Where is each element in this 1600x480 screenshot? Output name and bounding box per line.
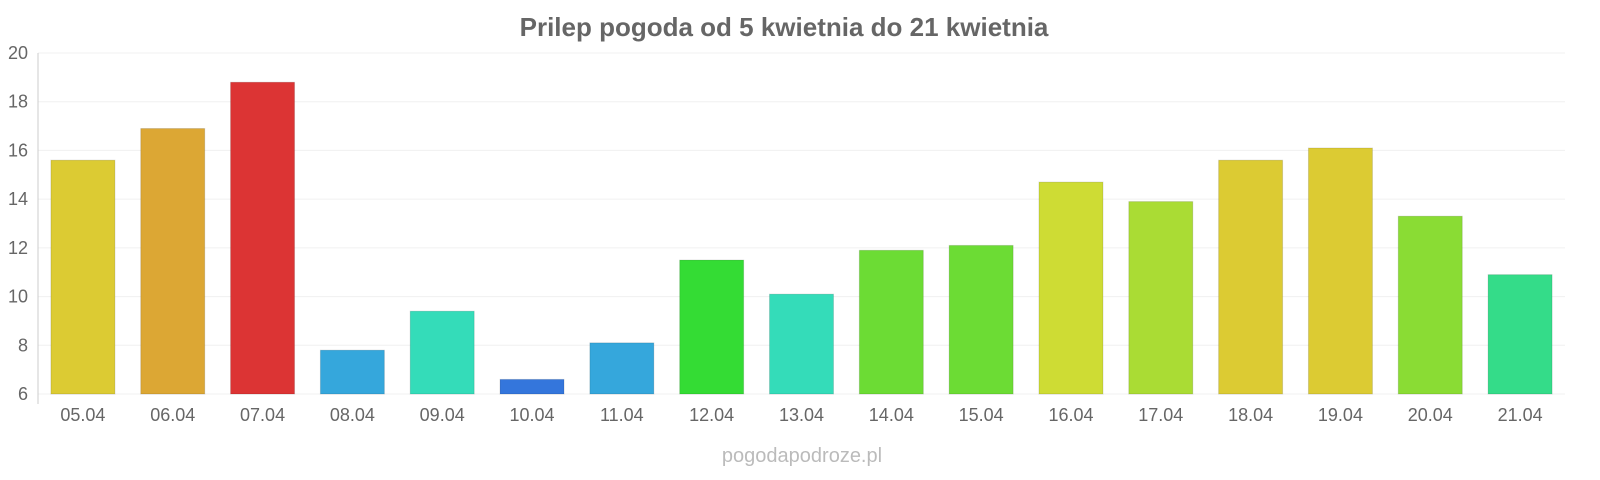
y-tick-label: 14	[8, 189, 28, 209]
bar-10.04	[499, 378, 565, 395]
bar-16.04	[1038, 181, 1104, 395]
credit-text: pogodapodroze.pl	[722, 445, 882, 467]
chart-title: Prilep pogoda od 5 kwietnia do 21 kwietn…	[520, 12, 1049, 42]
bar-14.04	[858, 249, 924, 395]
bar-05.04	[50, 159, 116, 395]
x-tick-label: 09.04	[420, 405, 465, 425]
bar-20.04	[1397, 215, 1463, 395]
x-tick-label: 11.04	[600, 405, 644, 425]
x-tick-label: 08.04	[330, 405, 375, 425]
y-tick-label: 6	[18, 384, 28, 404]
y-tick-label: 12	[8, 238, 28, 258]
x-tick-label: 17.04	[1138, 405, 1183, 425]
x-tick-label: 19.04	[1318, 405, 1363, 425]
y-tick-label: 20	[8, 43, 28, 63]
x-tick-label: 15.04	[959, 405, 1004, 425]
bar-19.04	[1307, 147, 1373, 395]
y-tick-label: 8	[18, 335, 28, 355]
bar-11.04	[589, 342, 655, 395]
bar-17.04	[1128, 201, 1194, 395]
bar-09.04	[409, 310, 475, 395]
y-tick-label: 16	[8, 140, 28, 160]
bar-08.04	[319, 349, 385, 395]
x-tick-label: 16.04	[1048, 405, 1093, 425]
x-tick-label: 13.04	[779, 405, 824, 425]
x-tick-label: 12.04	[689, 405, 734, 425]
bar-15.04	[948, 244, 1014, 395]
x-tick-label: 20.04	[1408, 405, 1453, 425]
y-tick-label: 18	[8, 92, 28, 112]
bar-06.04	[140, 128, 206, 395]
x-tick-label: 18.04	[1228, 405, 1273, 425]
y-tick-label: 10	[8, 287, 28, 307]
bar-18.04	[1218, 159, 1284, 395]
x-tick-label: 07.04	[240, 405, 285, 425]
x-tick-label: 10.04	[510, 405, 555, 425]
bar-12.04	[679, 259, 745, 395]
x-tick-label: 21.04	[1498, 405, 1543, 425]
bar-21.04	[1487, 274, 1553, 395]
bar-13.04	[769, 293, 834, 395]
x-tick-label: 05.04	[60, 405, 105, 425]
x-tick-label: 06.04	[150, 405, 195, 425]
x-tick-label: 14.04	[869, 405, 914, 425]
bar-07.04	[230, 81, 296, 395]
